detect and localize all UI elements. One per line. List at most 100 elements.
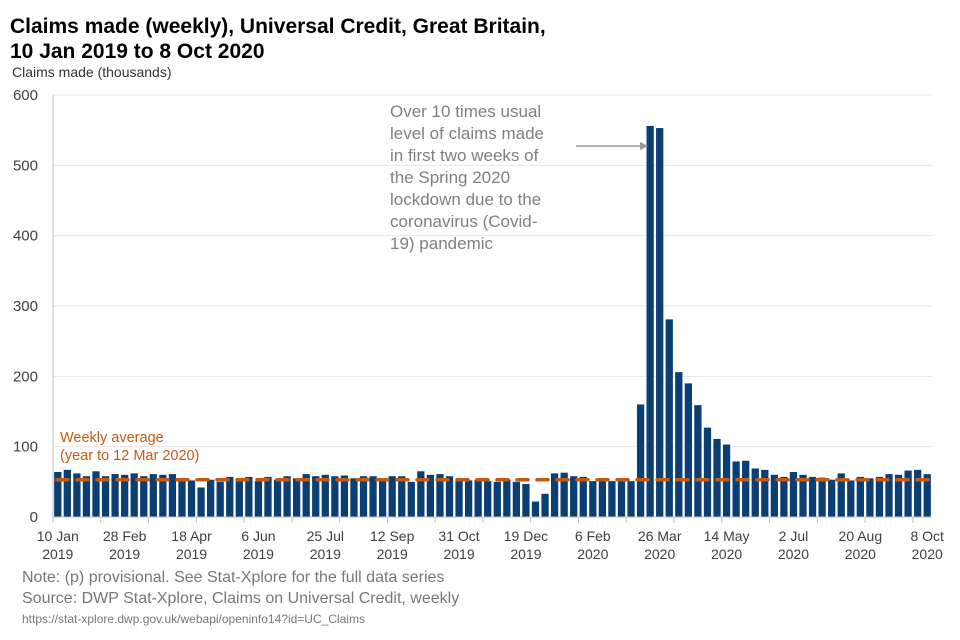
bar	[426, 474, 435, 517]
average-label: Weekly average	[60, 430, 164, 446]
source-url[interactable]: https://stat-xplore.dwp.gov.uk/webapi/op…	[22, 612, 365, 626]
bar	[656, 128, 664, 517]
x-tick-label-year: 2019	[42, 546, 73, 562]
bar	[455, 479, 463, 517]
y-tick-label: 400	[13, 228, 38, 245]
bar	[417, 471, 425, 517]
bar	[264, 476, 272, 517]
annotation-text: the Spring 2020	[390, 168, 510, 187]
arrowhead-icon	[640, 142, 648, 150]
bar	[445, 476, 454, 517]
bar	[531, 501, 540, 517]
x-tick-label-year: 2020	[912, 546, 943, 562]
x-tick-label: 18 Apr	[171, 528, 212, 544]
bar	[684, 383, 692, 517]
x-tick-label-year: 2019	[109, 546, 140, 562]
bar	[245, 476, 253, 517]
bar	[111, 474, 119, 517]
x-tick-label-year: 2019	[443, 546, 474, 562]
bar	[321, 474, 329, 517]
x-tick-label: 10 Jan	[37, 528, 79, 544]
bar	[512, 481, 521, 517]
bar	[732, 461, 740, 517]
x-tick-label: 19 Dec	[504, 528, 548, 544]
bar	[216, 481, 224, 517]
bar	[235, 480, 243, 517]
x-tick-label-year: 2020	[845, 546, 876, 562]
y-tick-label: 200	[13, 368, 38, 385]
bar	[837, 473, 845, 517]
bar	[541, 493, 549, 517]
bar	[63, 469, 71, 517]
x-tick-label: 6 Jun	[241, 528, 275, 544]
bar	[293, 478, 301, 517]
bar	[331, 476, 339, 517]
x-tick-label-year: 2019	[243, 546, 274, 562]
bar	[464, 480, 473, 517]
annotation-text: coronavirus (Covid-	[390, 212, 537, 231]
bar	[617, 478, 626, 517]
bar	[636, 404, 645, 517]
bar	[121, 474, 129, 517]
bar	[598, 481, 607, 517]
annotation-text: lockdown due to the	[390, 190, 541, 209]
chart-title-line2: 10 Jan 2019 to 8 Oct 2020	[10, 40, 265, 63]
bar	[904, 470, 912, 517]
bar	[856, 476, 864, 517]
bar	[187, 480, 196, 517]
bar	[340, 475, 349, 517]
bar	[894, 474, 903, 517]
bar	[388, 476, 396, 517]
average-label: (year to 12 Mar 2020)	[60, 448, 199, 464]
bar	[407, 481, 415, 517]
x-tick-label: 28 Feb	[103, 528, 147, 544]
chart-title-line1: Claims made (weekly), Universal Credit, …	[10, 15, 546, 38]
bar	[808, 476, 817, 517]
chart-title: Claims made (weekly), Universal Credit, …	[10, 14, 546, 64]
bar	[770, 474, 778, 517]
bar	[780, 476, 788, 517]
bar	[398, 476, 406, 517]
bar	[92, 471, 100, 517]
bar	[875, 476, 884, 517]
bar	[168, 474, 177, 517]
y-tick-label: 600	[13, 87, 38, 104]
bar	[54, 471, 62, 517]
x-tick-label-year: 2019	[510, 546, 541, 562]
bar	[283, 476, 291, 517]
bar	[703, 427, 712, 517]
annotation-text: level of claims made	[390, 124, 544, 143]
bar	[226, 476, 234, 517]
bar	[302, 474, 310, 517]
x-tick-label-year: 2020	[644, 546, 675, 562]
x-tick-label-year: 2019	[377, 546, 408, 562]
x-tick-label: 8 Oct	[910, 528, 944, 544]
x-tick-label-year: 2019	[176, 546, 207, 562]
bar	[608, 481, 616, 517]
bar	[350, 478, 358, 517]
x-tick-label: 14 May	[704, 528, 750, 544]
bar	[474, 479, 482, 517]
bar	[761, 469, 769, 517]
bar	[818, 477, 826, 517]
bar	[789, 471, 798, 517]
bar	[503, 479, 511, 517]
bar	[570, 476, 578, 517]
x-tick-label-year: 2020	[778, 546, 809, 562]
y-tick-label: 500	[13, 157, 38, 174]
chart-source: Source: DWP Stat-Xplore, Claims on Unive…	[22, 590, 460, 607]
bar	[436, 474, 444, 517]
y-tick-label: 0	[30, 509, 38, 526]
bar	[799, 474, 807, 517]
bar	[522, 483, 530, 517]
bar	[742, 460, 750, 517]
bar	[866, 478, 874, 517]
x-tick-label: 20 Aug	[839, 528, 883, 544]
x-tick-label: 6 Feb	[575, 528, 611, 544]
bar	[694, 405, 702, 517]
bar	[207, 479, 215, 517]
bar	[560, 472, 568, 517]
bar	[914, 469, 922, 517]
bar	[675, 372, 683, 517]
bar	[646, 125, 654, 518]
